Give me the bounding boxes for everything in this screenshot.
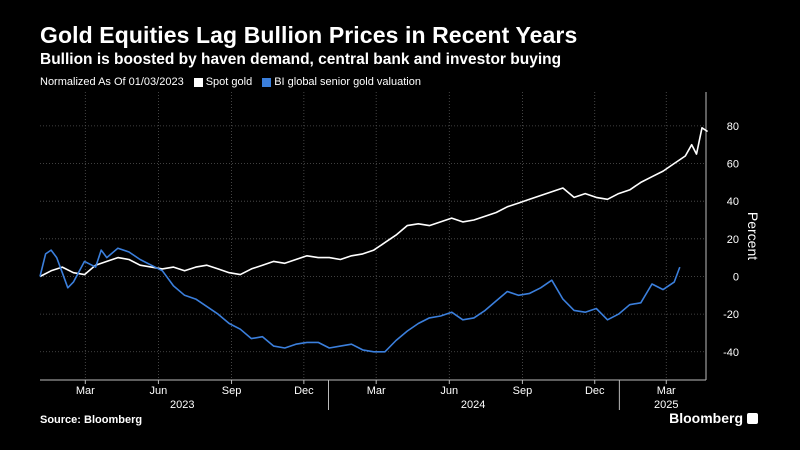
x-tick-label: Dec <box>585 385 605 397</box>
legend: Normalized As Of 01/03/2023 Spot gold BI… <box>40 76 421 88</box>
x-tick-label: Mar <box>657 385 676 397</box>
series-line-spot-gold <box>39 127 709 278</box>
bloomberg-logo-icon <box>747 412 758 424</box>
legend-label-gold-valuation: BI global senior gold valuation <box>274 76 421 88</box>
legend-label-spot-gold: Spot gold <box>205 76 253 88</box>
chart-title: Gold Equities Lag Bullion Prices in Rece… <box>40 22 578 48</box>
source-note: Source: Bloomberg <box>40 414 143 426</box>
year-label: 2023 <box>170 399 194 411</box>
y-tick-label: 20 <box>727 234 739 246</box>
y-tick-label: 0 <box>733 271 739 283</box>
y-tick-label: -40 <box>723 347 739 359</box>
y-tick-label: 80 <box>727 121 739 133</box>
y-axis-label: Percent <box>745 212 761 260</box>
x-tick-label: Sep <box>222 385 242 397</box>
y-tick-label: -20 <box>723 309 739 321</box>
x-tick-label: Mar <box>367 385 386 397</box>
bloomberg-logo: Bloomberg <box>669 410 758 426</box>
legend-swatch-gold-valuation <box>262 77 272 87</box>
legend-swatch-spot-gold <box>193 77 203 87</box>
x-tick-label: Sep <box>513 385 533 397</box>
y-tick-label: 60 <box>727 159 739 171</box>
series-line-gold-valuation <box>39 247 681 353</box>
legend-item-spot-gold: Spot gold <box>193 76 253 88</box>
chart-subtitle: Bullion is boosted by haven demand, cent… <box>40 51 562 68</box>
year-label: 2024 <box>461 399 485 411</box>
legend-item-gold-valuation: BI global senior gold valuation <box>262 76 421 88</box>
x-tick-label: Jun <box>150 385 168 397</box>
brand-name: Bloomberg <box>669 410 743 426</box>
x-tick-label: Jun <box>440 385 458 397</box>
x-tick-label: Mar <box>76 385 95 397</box>
year-label: 2025 <box>654 399 678 411</box>
normalization-note: Normalized As Of 01/03/2023 <box>40 76 184 88</box>
x-tick-label: Dec <box>294 385 314 397</box>
y-tick-label: 40 <box>727 196 739 208</box>
